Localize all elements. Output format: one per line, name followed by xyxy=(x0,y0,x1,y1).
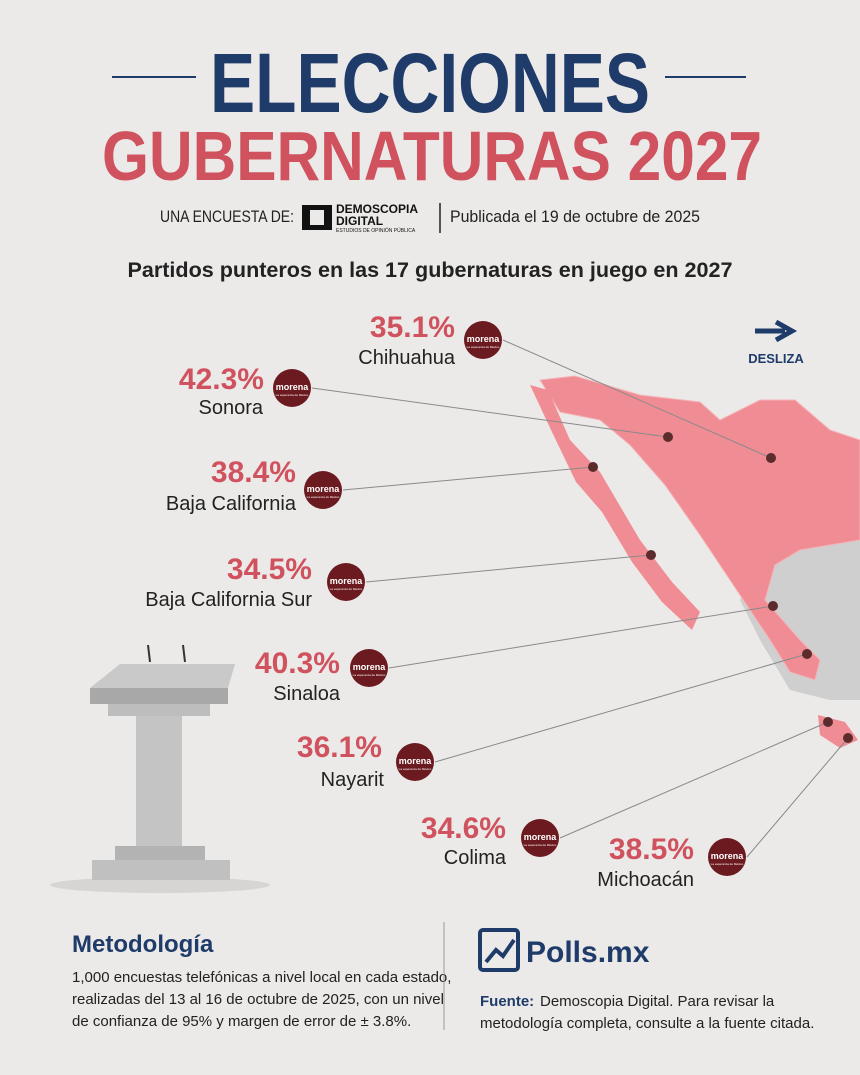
leader-line xyxy=(311,387,669,438)
map-dot xyxy=(663,432,673,442)
percentage: 35.1% xyxy=(370,311,455,344)
logo-name: DIGITAL xyxy=(336,214,383,228)
methodology-text: 1,000 encuestas telefónicas a nivel loca… xyxy=(72,969,451,1030)
party-tagline: La esperanza de México xyxy=(467,345,500,349)
logo-name: DEMOSCOPIA xyxy=(336,202,418,216)
map-dot xyxy=(802,649,812,659)
party-tagline: La esperanza de México xyxy=(307,495,340,499)
survey-by: UNA ENCUESTA DE: xyxy=(160,207,294,226)
percentage: 42.3% xyxy=(179,363,264,396)
state-name: Michoacán xyxy=(597,869,694,891)
party-name: morena xyxy=(353,662,387,672)
brand-icon xyxy=(484,938,516,964)
party-tagline: La esperanza de México xyxy=(399,767,432,771)
methodology-line: de confianza de 95% y margen de error de… xyxy=(72,1013,411,1030)
state-name: Baja California xyxy=(166,493,297,515)
brand: Polls.mx xyxy=(526,936,650,969)
percentage: 38.4% xyxy=(211,456,296,489)
percentage: 34.6% xyxy=(421,812,506,845)
leader-line xyxy=(365,554,652,583)
party-name: morena xyxy=(399,756,433,766)
map-dot xyxy=(823,717,833,727)
title: ELECCIONES xyxy=(210,36,650,130)
source-line: Demoscopia Digital. Para revisar la xyxy=(540,993,775,1010)
swipe-label: DESLIZA xyxy=(748,351,804,366)
map-dot xyxy=(588,462,598,472)
party-badge xyxy=(327,563,365,601)
party-tagline: La esperanza de México xyxy=(276,393,309,397)
subtitle: GUBERNATURAS 2027 xyxy=(102,117,762,195)
heading: Partidos punteros en las 17 gubernaturas… xyxy=(128,259,733,282)
map-pink xyxy=(539,375,860,681)
party-badge xyxy=(273,369,311,407)
leader-line xyxy=(502,339,772,459)
podium xyxy=(50,644,270,893)
published: Publicada el 19 de octubre de 2025 xyxy=(450,207,700,226)
percentage: 40.3% xyxy=(255,647,340,680)
party-badge xyxy=(708,838,746,876)
methodology-line: realizadas del 13 al 16 de octubre de 20… xyxy=(72,991,444,1008)
methodology-line: 1,000 encuestas telefónicas a nivel loca… xyxy=(72,969,451,986)
state-name: Nayarit xyxy=(321,769,385,791)
source-text: Fuente: Demoscopia Digital. Para revisar … xyxy=(480,993,814,1032)
party-name: morena xyxy=(467,334,501,344)
percentage: 38.5% xyxy=(609,833,694,866)
map-dot xyxy=(768,601,778,611)
leader-line xyxy=(388,605,774,669)
swipe-arrow xyxy=(755,319,798,343)
source-line: metodología completa, consulte a la fuen… xyxy=(480,1015,814,1032)
leader-line xyxy=(434,653,808,763)
percentage: 34.5% xyxy=(227,553,312,586)
party-badge xyxy=(350,649,388,687)
percentage: 36.1% xyxy=(297,731,382,764)
map-dot xyxy=(646,550,656,560)
brand-icon xyxy=(478,928,520,972)
map-dot xyxy=(766,453,776,463)
leader-line xyxy=(746,737,849,858)
leader-line xyxy=(342,466,594,491)
party-name: morena xyxy=(711,851,745,861)
party-name: morena xyxy=(276,382,310,392)
party-badge xyxy=(396,743,434,781)
party-tagline: La esperanza de México xyxy=(330,587,363,591)
party-tagline: La esperanza de México xyxy=(524,843,557,847)
state-name: Sonora xyxy=(199,397,264,419)
party-name: morena xyxy=(307,484,341,494)
map-baja xyxy=(530,385,700,630)
state-name: Baja California Sur xyxy=(145,589,312,611)
logo-mark xyxy=(310,210,324,225)
state-name: Sinaloa xyxy=(273,683,341,705)
party-badge xyxy=(304,471,342,509)
party-name: morena xyxy=(330,576,364,586)
state-name: Chihuahua xyxy=(358,347,456,369)
logo-tagline: ESTUDIOS DE OPINIÓN PÚBLICA xyxy=(336,227,416,234)
party-name: morena xyxy=(524,832,558,842)
methodology-title: Metodología xyxy=(72,931,214,958)
leader-line xyxy=(559,721,829,839)
party-badge xyxy=(521,819,559,857)
map-dot xyxy=(843,733,853,743)
party-tagline: La esperanza de México xyxy=(353,673,386,677)
state-name: Colima xyxy=(444,847,507,869)
source-label: Fuente: xyxy=(480,993,534,1010)
party-tagline: La esperanza de México xyxy=(711,862,744,866)
party-badge xyxy=(464,321,502,359)
